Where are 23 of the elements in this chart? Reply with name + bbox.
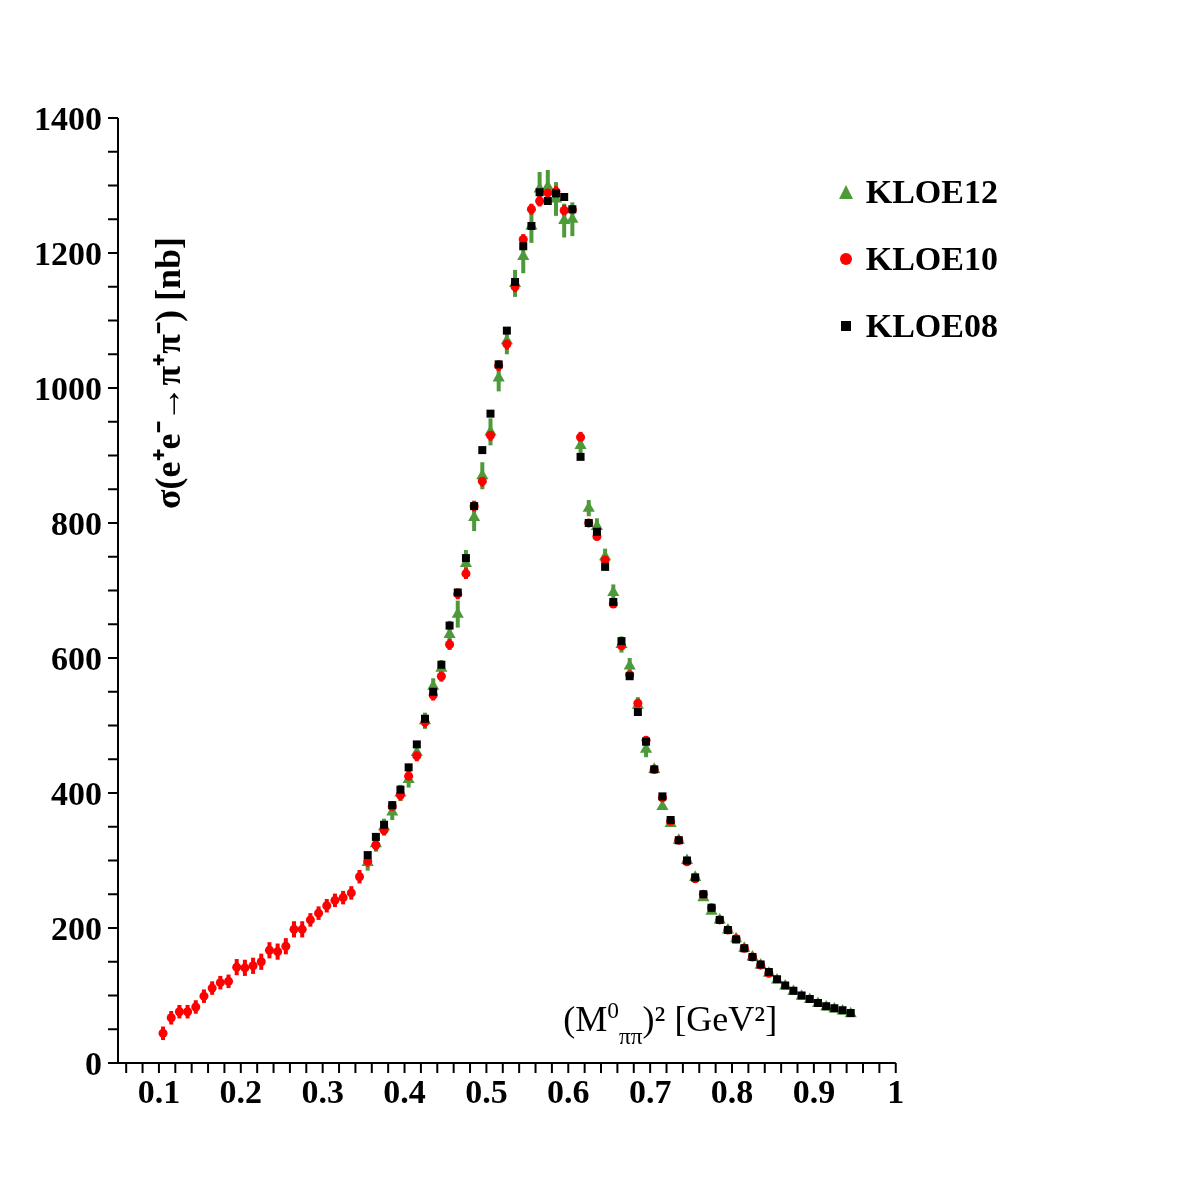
y-tick-label: 600 — [51, 640, 102, 678]
y-tick-label: 1000 — [34, 370, 102, 408]
legend-label: KLOE08 — [865, 306, 998, 345]
x-tick-label: 0.4 — [383, 1073, 426, 1111]
x-axis-title: (M$^{0}$$_{ππ}$)² [GeV²] — [563, 997, 778, 1049]
legend-label: KLOE12 — [865, 172, 998, 211]
y-tick-label: 1400 — [34, 100, 102, 138]
legend-label: KLOE10 — [865, 239, 998, 278]
x-tick-label: 0.2 — [219, 1073, 263, 1111]
y-tick-label: 0 — [85, 1045, 102, 1083]
x-tick-label: 0.3 — [301, 1073, 344, 1111]
x-tick-label: 0.6 — [547, 1073, 590, 1111]
x-tick-label: 0.5 — [465, 1073, 508, 1111]
x-tick-label: 0.7 — [628, 1073, 672, 1111]
y-axis-title: σ(e⁺e⁻→π⁺π⁻) [nb] — [148, 237, 188, 509]
y-tick-label: 1200 — [34, 235, 102, 273]
y-tick-label: 200 — [51, 910, 102, 948]
x-tick-label: 0.1 — [137, 1073, 181, 1111]
x-tick-label: 0.8 — [710, 1073, 754, 1111]
x-tick-label: 1 — [887, 1073, 905, 1111]
y-tick-label: 400 — [51, 775, 102, 813]
y-tick-label: 800 — [51, 505, 102, 543]
x-tick-label: 0.9 — [792, 1073, 836, 1111]
